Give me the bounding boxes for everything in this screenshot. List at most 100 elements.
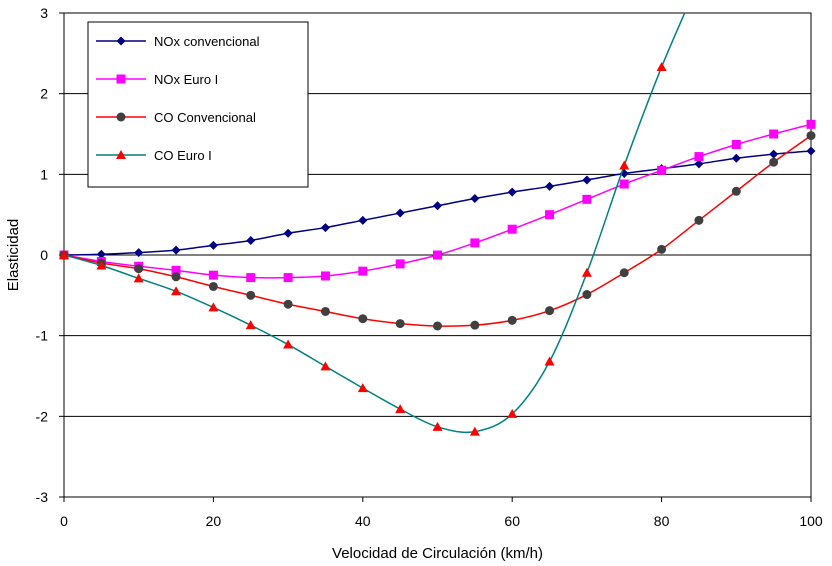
data-point bbox=[507, 187, 517, 197]
legend-item: CO Convencional bbox=[96, 110, 256, 125]
data-point bbox=[245, 320, 256, 330]
legend-marker bbox=[116, 150, 126, 159]
data-point bbox=[432, 421, 443, 431]
data-point bbox=[283, 339, 294, 349]
data-point bbox=[246, 235, 256, 245]
legend-marker bbox=[116, 74, 126, 84]
data-point bbox=[395, 404, 406, 414]
data-point bbox=[731, 139, 741, 149]
legend-label: NOx Euro I bbox=[154, 72, 218, 87]
data-point bbox=[283, 273, 293, 283]
data-point bbox=[320, 306, 330, 316]
legend-item: NOx Euro I bbox=[96, 72, 218, 87]
data-point bbox=[544, 356, 555, 366]
data-point bbox=[694, 152, 704, 162]
legend-label: CO Euro I bbox=[154, 148, 212, 163]
data-point bbox=[395, 259, 405, 269]
x-axis-title: Velocidad de Circulación (km/h) bbox=[332, 545, 543, 562]
data-point bbox=[657, 244, 667, 254]
data-point bbox=[320, 271, 330, 281]
legend: NOx convencional NOx Euro I CO Convenciona… bbox=[87, 21, 309, 188]
data-point bbox=[433, 250, 442, 260]
legend-label: NOx convencional bbox=[154, 34, 260, 49]
y-tick-label: 2 bbox=[40, 86, 48, 102]
data-point bbox=[433, 201, 442, 211]
y-tick-label: 0 bbox=[40, 247, 48, 263]
data-point bbox=[469, 426, 480, 436]
data-point bbox=[582, 175, 592, 185]
data-point bbox=[731, 186, 741, 196]
data-point bbox=[582, 194, 592, 204]
legend-item: NOx convencional bbox=[96, 34, 260, 49]
data-point bbox=[171, 286, 182, 296]
data-point bbox=[619, 268, 629, 278]
legend-marker bbox=[116, 36, 126, 46]
data-point bbox=[133, 273, 144, 283]
data-point bbox=[769, 157, 779, 167]
data-point bbox=[619, 160, 630, 170]
data-point bbox=[545, 210, 555, 220]
data-point bbox=[208, 270, 218, 280]
data-point bbox=[320, 223, 330, 233]
y-axis-title: Elasticidad bbox=[5, 219, 22, 292]
data-point bbox=[171, 245, 181, 255]
legend-box bbox=[87, 21, 309, 188]
data-point bbox=[96, 260, 107, 270]
axes: 3 2 1 0 -1 -2 -3 0 20 40 60 80 100 bbox=[36, 5, 823, 529]
data-point bbox=[208, 281, 218, 291]
data-point bbox=[806, 131, 816, 141]
data-point bbox=[358, 215, 368, 225]
x-tick-label: 80 bbox=[654, 513, 670, 529]
data-point bbox=[357, 383, 368, 393]
data-point bbox=[395, 208, 405, 218]
data-point bbox=[545, 181, 555, 191]
data-point bbox=[283, 228, 293, 238]
series-layer bbox=[59, 13, 816, 436]
x-tick-label: 0 bbox=[60, 513, 68, 529]
data-point bbox=[171, 265, 181, 275]
y-tick-label: -2 bbox=[36, 408, 49, 424]
data-point bbox=[246, 273, 256, 283]
data-point bbox=[657, 165, 667, 175]
x-tick-label: 20 bbox=[206, 513, 222, 529]
data-point bbox=[470, 238, 480, 248]
data-point bbox=[581, 267, 592, 277]
y-tick-label: 1 bbox=[40, 166, 48, 182]
data-point bbox=[433, 321, 442, 331]
data-point bbox=[769, 129, 779, 139]
data-point bbox=[470, 320, 480, 330]
data-point bbox=[171, 272, 181, 282]
data-point bbox=[507, 408, 518, 418]
data-point bbox=[806, 146, 816, 156]
data-point bbox=[731, 153, 741, 163]
data-point bbox=[507, 315, 517, 325]
data-point bbox=[694, 215, 704, 225]
y-tick-label: -1 bbox=[36, 328, 49, 344]
data-point bbox=[656, 62, 667, 72]
data-point bbox=[507, 224, 517, 234]
data-point bbox=[208, 302, 219, 312]
legend-label: CO Convencional bbox=[154, 110, 256, 125]
data-point bbox=[769, 149, 779, 159]
data-point bbox=[358, 266, 368, 276]
data-point bbox=[582, 290, 592, 300]
series-3 bbox=[59, 13, 686, 436]
data-point bbox=[358, 314, 368, 324]
data-point bbox=[470, 194, 480, 204]
data-point bbox=[395, 319, 405, 329]
data-point bbox=[806, 119, 816, 129]
legend-item: CO Euro I bbox=[96, 148, 212, 163]
y-tick-label: 3 bbox=[40, 5, 48, 21]
data-point bbox=[545, 306, 555, 316]
data-point bbox=[59, 250, 69, 259]
data-point bbox=[134, 264, 144, 274]
data-point bbox=[694, 159, 704, 169]
data-point bbox=[208, 240, 218, 250]
data-point bbox=[134, 248, 144, 258]
x-tick-label: 60 bbox=[504, 513, 520, 529]
data-point bbox=[246, 290, 256, 300]
x-tick-label: 40 bbox=[355, 513, 371, 529]
x-tick-label: 100 bbox=[799, 513, 823, 529]
y-tick-label: -3 bbox=[36, 489, 49, 505]
